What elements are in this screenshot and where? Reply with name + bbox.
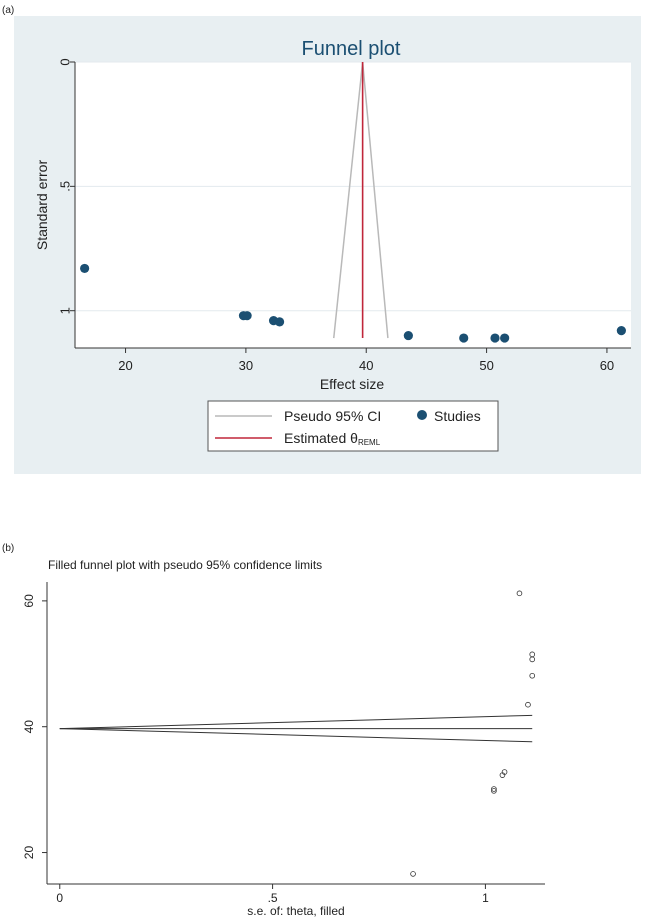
- panel-a-y-tick-label: 0: [57, 58, 72, 65]
- panel-a-x-tick-label: 60: [600, 358, 614, 373]
- panel-b-x-tick-label: 0: [56, 891, 63, 905]
- filled-point: [491, 786, 497, 792]
- panel-b-y-tick-label: 60: [22, 594, 36, 608]
- panel-b-x-ticks: 0.5 1: [56, 884, 489, 905]
- panel-a-x-tick-label: 50: [479, 358, 493, 373]
- panel-a-x-tick-label: 20: [118, 358, 132, 373]
- panel-b-x-tick-label: .5: [268, 891, 278, 905]
- panel-a-x-tick-label: 30: [239, 358, 253, 373]
- panel-b-label: (b): [2, 543, 14, 554]
- panel-b-y-ticks: 20 40 60: [22, 594, 47, 859]
- legend-box: [207, 400, 499, 452]
- study-point: [459, 333, 469, 343]
- panel-a-pseudo-ci: [332, 61, 389, 339]
- study-point: [616, 325, 626, 336]
- panel-a-y-axis-title: Standard error: [34, 160, 50, 251]
- panel-a-label: (a): [2, 5, 14, 16]
- upper-limit-line: [59, 714, 533, 730]
- study-point: [242, 311, 252, 321]
- panel-b-title: Filled funnel plot with pseudo 95% confi…: [48, 558, 322, 572]
- filled-point: [529, 672, 536, 679]
- panel-a-y-tick-label: 1: [57, 307, 72, 314]
- study-point: [80, 263, 90, 274]
- panel-a-gridlines: [75, 61, 631, 312]
- filled-point: [491, 788, 497, 794]
- filled-point: [410, 871, 416, 877]
- filled-point: [499, 772, 506, 778]
- filled-point: [529, 651, 536, 658]
- panel-a-plot-area: [75, 62, 631, 348]
- filled-point: [525, 701, 531, 708]
- study-point: [490, 333, 500, 343]
- study-point: [500, 333, 510, 343]
- legend-ci-label: Pseudo 95% CI: [284, 408, 381, 424]
- pseudo-ci-lower-line: [332, 61, 364, 339]
- panel-b-x-tick-label: 1: [482, 891, 489, 905]
- panel-b-y-tick-label: 20: [22, 846, 36, 860]
- study-point: [274, 317, 285, 327]
- lower-limit-line: [59, 728, 533, 743]
- panel-b-confidence-limits: [59, 714, 533, 743]
- panel-a-x-axis-title: Effect size: [320, 376, 385, 392]
- panel-a-y-ticks: 0.51: [57, 58, 75, 314]
- panel-b-x-axis-title: s.e. of: theta, filled: [247, 904, 344, 918]
- legend-estimate-label: Estimated θREML: [284, 430, 381, 447]
- panel-b-y-tick-label: 40: [22, 720, 36, 734]
- panel-a-y-tick-label: .5: [57, 181, 72, 192]
- panel-a-x-ticks: 20 30 40 50 60: [118, 348, 614, 373]
- filled-point: [529, 656, 536, 663]
- pseudo-ci-upper-line: [361, 61, 389, 339]
- panel-a-points: [80, 263, 626, 343]
- legend-studies-marker: [417, 410, 427, 420]
- panel-a-x-tick-label: 40: [359, 358, 373, 373]
- filled-point: [516, 590, 523, 597]
- study-point: [403, 330, 413, 341]
- panel-a-title: Funnel plot: [302, 38, 401, 60]
- panel-b-points: [410, 590, 536, 877]
- legend-studies-label: Studies: [434, 408, 481, 424]
